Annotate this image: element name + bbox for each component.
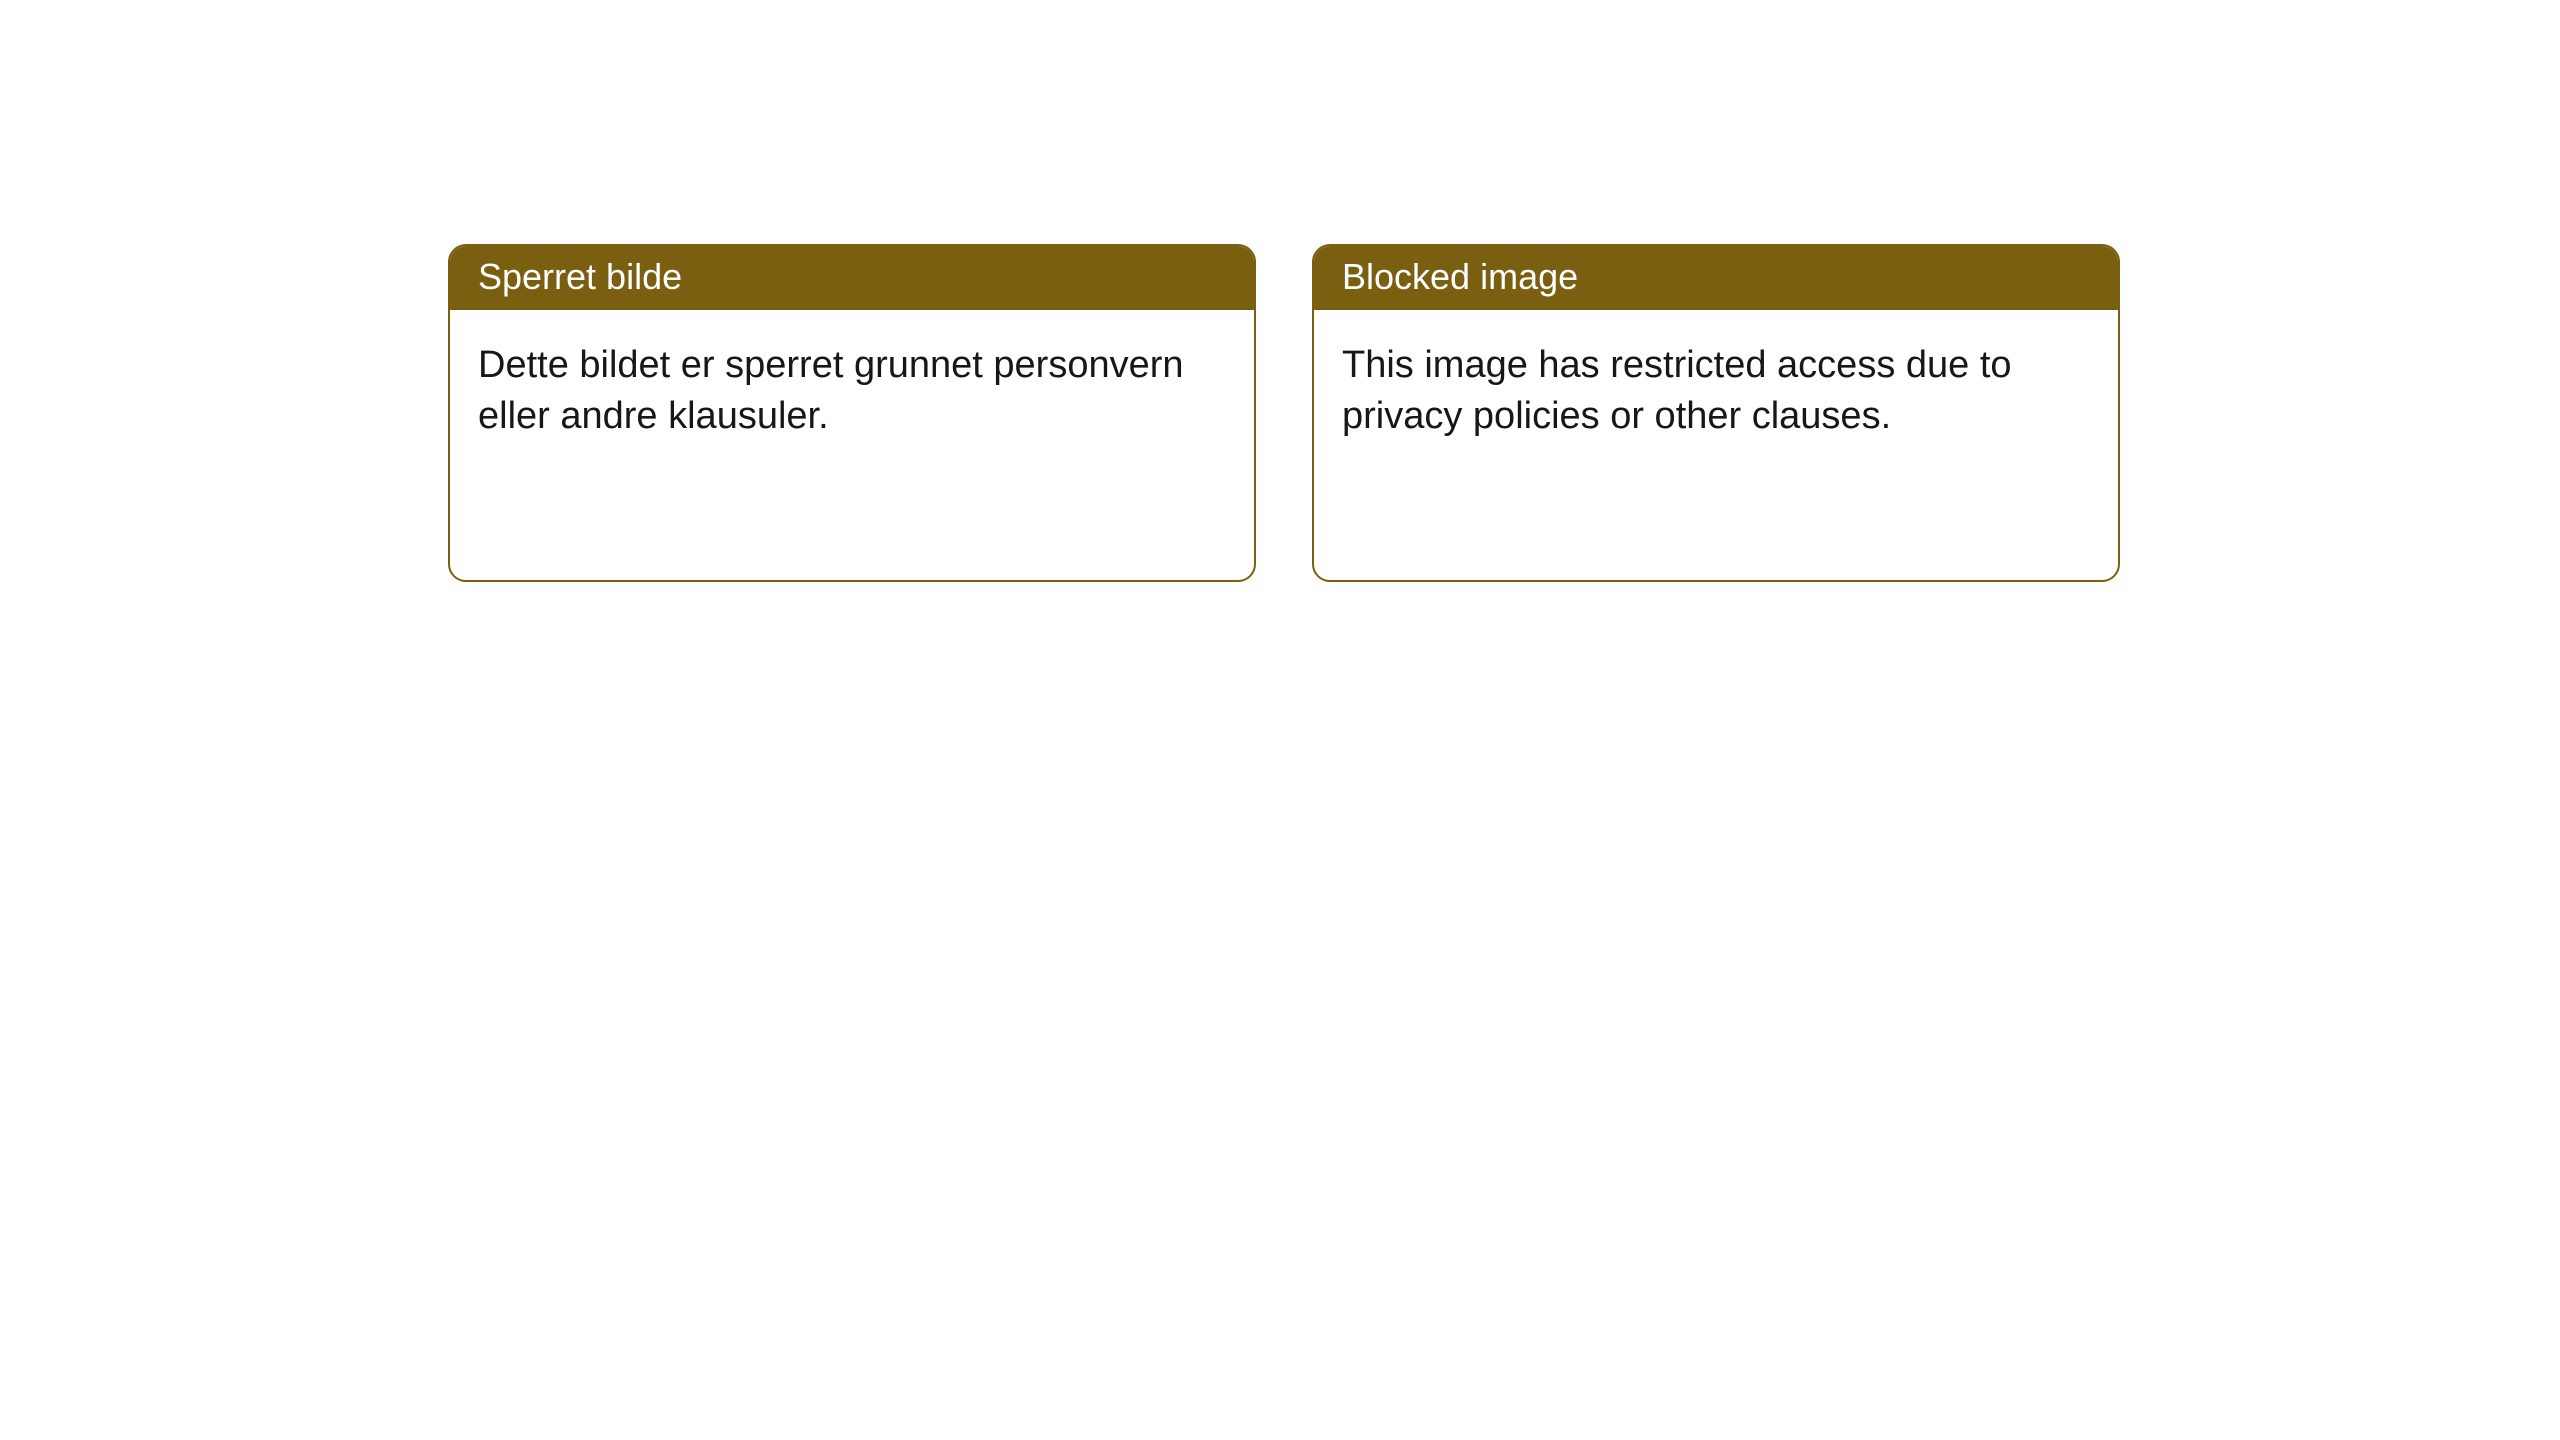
notice-card-header: Sperret bilde	[450, 246, 1254, 310]
notice-card-en: Blocked image This image has restricted …	[1312, 244, 2120, 582]
notice-card-no: Sperret bilde Dette bildet er sperret gr…	[448, 244, 1256, 582]
notice-card-body: Dette bildet er sperret grunnet personve…	[450, 310, 1254, 580]
notice-container: Sperret bilde Dette bildet er sperret gr…	[0, 0, 2560, 582]
notice-card-title: Blocked image	[1342, 256, 1578, 297]
notice-card-body: This image has restricted access due to …	[1314, 310, 2118, 580]
notice-card-text: This image has restricted access due to …	[1342, 344, 2012, 437]
notice-card-text: Dette bildet er sperret grunnet personve…	[478, 344, 1184, 437]
notice-card-title: Sperret bilde	[478, 256, 682, 297]
notice-card-header: Blocked image	[1314, 246, 2118, 310]
